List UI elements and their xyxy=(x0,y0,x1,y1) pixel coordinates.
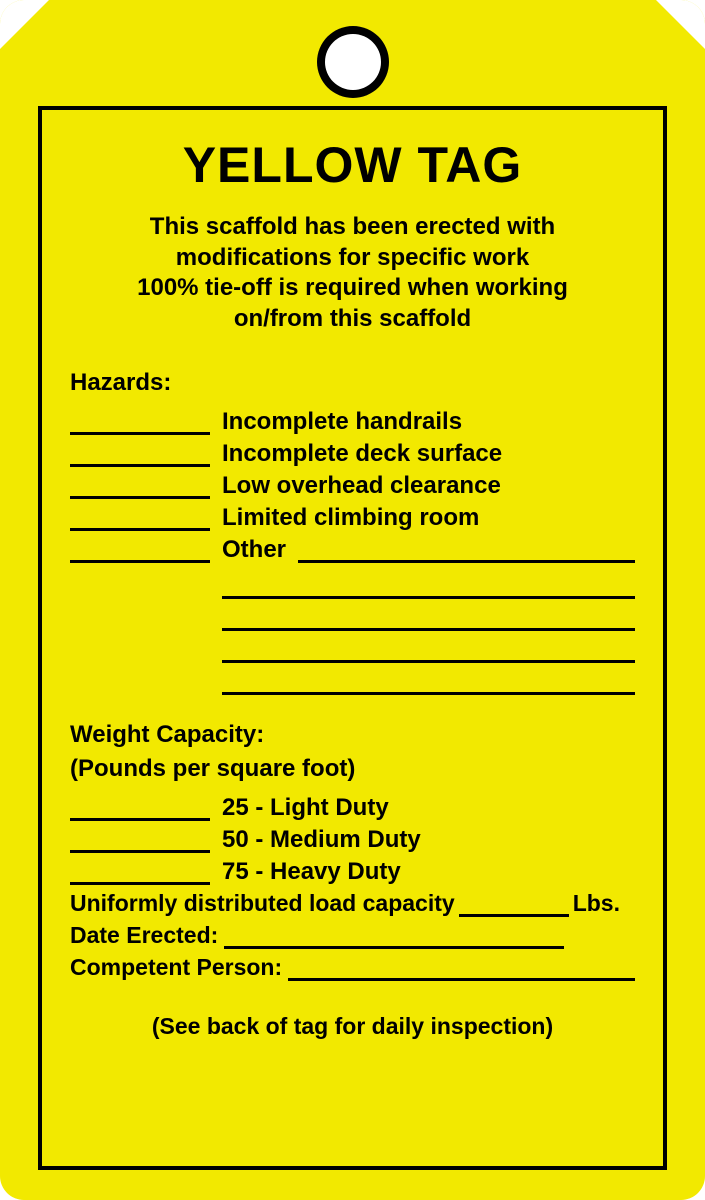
duty-label: 50 - Medium Duty xyxy=(222,828,421,853)
tag-hole xyxy=(317,26,389,98)
subtitle-line: modifications for specific work xyxy=(176,244,529,271)
corner-cut-top-right xyxy=(631,0,705,74)
hazard-label: Limited climbing room xyxy=(222,506,479,531)
duty-blank[interactable] xyxy=(70,827,210,853)
load-blank[interactable] xyxy=(459,893,569,917)
hazard-extra-blank[interactable] xyxy=(222,599,635,631)
duty-row: 50 - Medium Duty xyxy=(70,821,635,853)
subtitle-line: 100% tie-off is required when working xyxy=(137,274,568,301)
hazard-blank[interactable] xyxy=(70,441,210,467)
load-label-post: Lbs. xyxy=(573,890,620,917)
competent-person-row: Competent Person: xyxy=(70,949,635,981)
load-label-pre: Uniformly distributed load capacity xyxy=(70,890,455,917)
person-blank[interactable] xyxy=(288,957,635,981)
load-capacity-row: Uniformly distributed load capacity Lbs. xyxy=(70,885,635,917)
hazards-heading: Hazards: xyxy=(70,369,635,397)
tag-hole-inner xyxy=(325,34,381,90)
subtitle-line: This scaffold has been erected with xyxy=(150,213,555,240)
hazard-row: Limited climbing room xyxy=(70,499,635,531)
hazard-extra-blank[interactable] xyxy=(222,567,635,599)
date-label: Date Erected: xyxy=(70,922,218,949)
hazard-label: Low overhead clearance xyxy=(222,474,501,499)
weight-section: Weight Capacity: (Pounds per square foot… xyxy=(70,721,635,981)
hazard-label: Incomplete deck surface xyxy=(222,442,502,467)
hazard-extra-blank[interactable] xyxy=(222,663,635,695)
corner-cut-top-left xyxy=(0,0,74,74)
hazard-other-label: Other xyxy=(222,538,286,563)
hazard-other-blank[interactable] xyxy=(298,537,635,563)
hazard-blank[interactable] xyxy=(70,537,210,563)
content-frame: YELLOW TAG This scaffold has been erecte… xyxy=(38,106,667,1170)
hazard-row: Incomplete deck surface xyxy=(70,435,635,467)
hazard-blank[interactable] xyxy=(70,409,210,435)
subtitle-line: on/from this scaffold xyxy=(234,305,471,332)
duty-label: 75 - Heavy Duty xyxy=(222,860,401,885)
weight-subheading: (Pounds per square foot) xyxy=(70,755,635,783)
person-label: Competent Person: xyxy=(70,954,282,981)
hazard-extra-lines xyxy=(222,567,635,695)
hazard-extra-blank[interactable] xyxy=(222,631,635,663)
hazard-blank[interactable] xyxy=(70,473,210,499)
duty-label: 25 - Light Duty xyxy=(222,796,389,821)
hazard-row: Incomplete handrails xyxy=(70,403,635,435)
tag-title: YELLOW TAG xyxy=(70,136,635,194)
hazard-row: Low overhead clearance xyxy=(70,467,635,499)
duty-row: 75 - Heavy Duty xyxy=(70,853,635,885)
duty-blank[interactable] xyxy=(70,859,210,885)
hazard-blank[interactable] xyxy=(70,505,210,531)
date-erected-row: Date Erected: xyxy=(70,917,635,949)
safety-tag: YELLOW TAG This scaffold has been erecte… xyxy=(0,0,705,1200)
duty-blank[interactable] xyxy=(70,795,210,821)
footer-note: (See back of tag for daily inspection) xyxy=(70,1013,635,1040)
weight-heading: Weight Capacity: xyxy=(70,721,635,749)
duty-row: 25 - Light Duty xyxy=(70,789,635,821)
tag-subtitle: This scaffold has been erected with modi… xyxy=(70,212,635,335)
date-blank[interactable] xyxy=(224,925,564,949)
hazard-row-other: Other xyxy=(70,531,635,563)
hazard-label: Incomplete handrails xyxy=(222,410,462,435)
